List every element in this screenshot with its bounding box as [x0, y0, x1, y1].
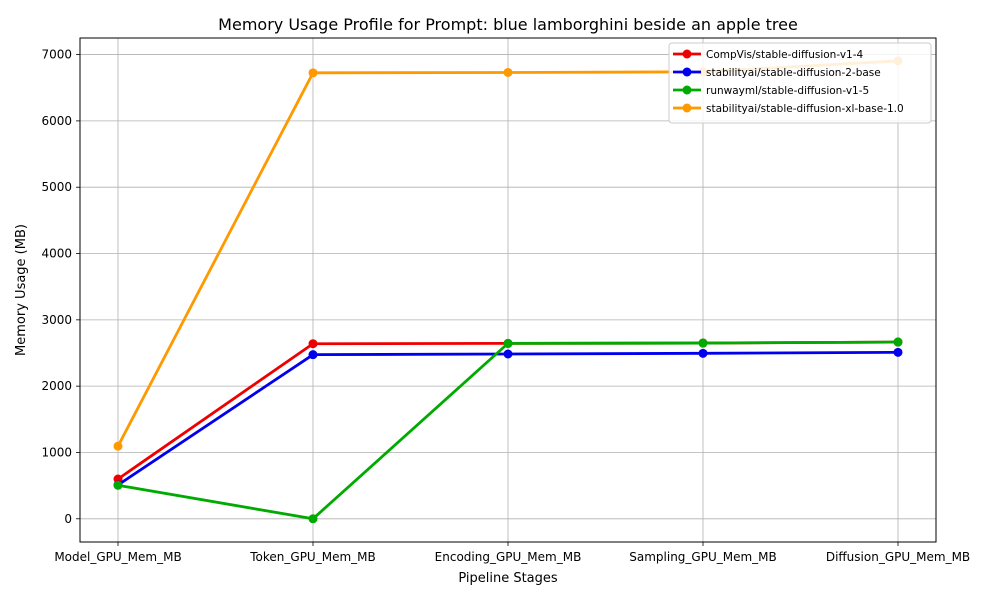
legend-marker	[682, 103, 692, 113]
data-point	[308, 350, 318, 360]
x-tick-label: Diffusion_GPU_Mem_MB	[826, 550, 970, 564]
legend-box	[668, 42, 932, 124]
y-tick-label: 1000	[41, 445, 72, 459]
legend-marker	[682, 49, 692, 59]
y-tick-label: 4000	[41, 247, 72, 261]
data-point	[893, 337, 903, 347]
data-point	[698, 348, 708, 358]
legend-label: CompVis/stable-diffusion-v1-4	[706, 49, 864, 61]
x-tick-label: Encoding_GPU_Mem_MB	[435, 550, 582, 564]
y-tick-label: 0	[64, 512, 72, 526]
grid	[80, 38, 936, 542]
data-point	[113, 480, 123, 490]
y-tick-label: 2000	[41, 379, 72, 393]
y-axis-ticks: 0 1000 2000 3000 4000 5000 6000 7000	[41, 48, 80, 526]
legend: CompVis/stable-diffusion-v1-4 stabilityai…	[668, 42, 932, 124]
y-tick-label: 5000	[41, 180, 72, 194]
x-tick-label: Sampling_GPU_Mem_MB	[629, 550, 777, 564]
data-point	[113, 441, 123, 451]
legend-label: stabilityai/stable-diffusion-xl-base-1.0	[706, 103, 904, 115]
legend-label: stabilityai/stable-diffusion-2-base	[706, 67, 881, 79]
data-point	[503, 338, 513, 348]
series-1	[113, 347, 903, 490]
legend-label: runwayml/stable-diffusion-v1-5	[706, 85, 869, 97]
data-point	[308, 339, 318, 349]
x-tick-label: Token_GPU_Mem_MB	[249, 550, 375, 564]
y-axis-title: Memory Usage (MB)	[14, 224, 29, 356]
x-axis-title: Pipeline Stages	[458, 571, 558, 586]
legend-marker	[682, 85, 692, 95]
x-tick-label: Model_GPU_Mem_MB	[54, 550, 181, 564]
data-point	[503, 349, 513, 359]
y-tick-label: 7000	[41, 48, 72, 62]
chart-title: Memory Usage Profile for Prompt: blue la…	[218, 15, 798, 34]
legend-item: stabilityai/stable-diffusion-2-base	[673, 67, 881, 79]
x-axis-ticks: Model_GPU_Mem_MB Token_GPU_Mem_MB Encoding…	[54, 542, 970, 564]
y-tick-label: 3000	[41, 313, 72, 327]
legend-marker	[682, 67, 692, 77]
data-point	[308, 68, 318, 78]
data-point	[503, 67, 513, 77]
series-2	[113, 337, 903, 524]
data-point	[308, 514, 318, 524]
legend-item: runwayml/stable-diffusion-v1-5	[673, 85, 869, 97]
legend-item: stabilityai/stable-diffusion-xl-base-1.0	[673, 103, 904, 115]
data-point	[698, 338, 708, 348]
data-point	[893, 347, 903, 357]
legend-item: CompVis/stable-diffusion-v1-4	[673, 49, 864, 61]
y-tick-label: 6000	[41, 114, 72, 128]
